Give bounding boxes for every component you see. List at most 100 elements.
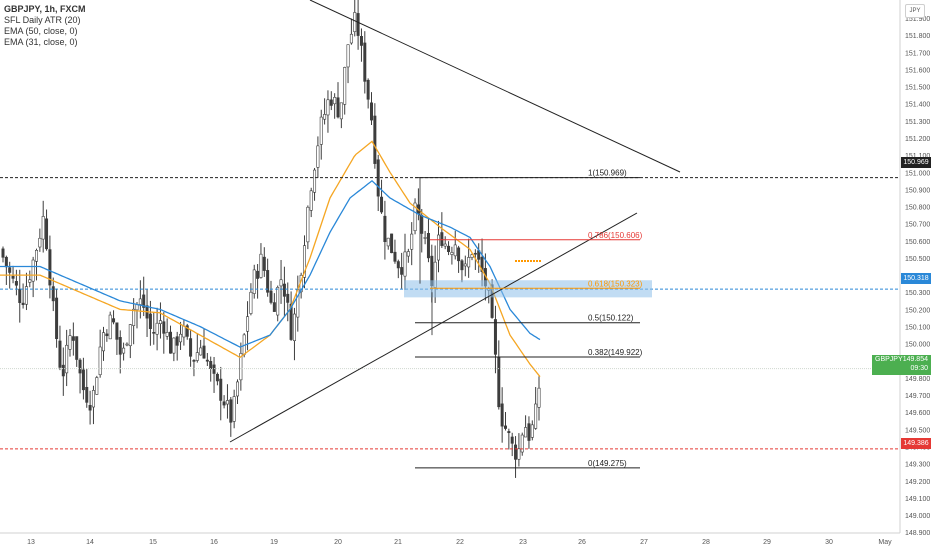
candle-body	[246, 316, 250, 332]
candle-body	[48, 249, 52, 286]
candle-body	[142, 294, 146, 308]
candle-body	[359, 36, 363, 46]
ema50-line	[0, 179, 541, 348]
candle-body	[356, 13, 360, 36]
price-axis-label: 150.000	[905, 342, 930, 349]
candle-body	[95, 377, 99, 395]
candle-body	[493, 319, 497, 355]
candle-body	[353, 12, 357, 32]
chart-legend: GBPJPY, 1h, FXCM SFL Daily ATR (20) EMA …	[4, 4, 86, 48]
price-axis-label: 149.200	[905, 479, 930, 486]
price-axis-label: 151.200	[905, 136, 930, 143]
time-axis-label: 16	[210, 539, 218, 546]
time-axis-label: May	[878, 539, 892, 546]
candle-body	[363, 42, 367, 82]
candle-body	[102, 332, 106, 352]
candle-body	[524, 427, 528, 438]
candle-body	[329, 99, 333, 106]
candle-body	[406, 251, 410, 257]
candle-body	[192, 360, 196, 362]
candle-body	[51, 286, 55, 302]
drawings-layer: 1(150.969) 0.786(150.606) 0.618(150.323) 0.…	[0, 0, 900, 469]
candle-body	[276, 287, 280, 316]
candle-body	[373, 115, 377, 164]
candle-body	[182, 325, 186, 338]
candle-body	[172, 337, 176, 354]
candle-body	[185, 325, 189, 337]
fib-level-label: 0(149.275)	[588, 459, 627, 468]
price-axis-label: 150.100	[905, 325, 930, 332]
candle-body	[507, 431, 511, 434]
candle-body	[41, 216, 45, 240]
support-zone	[404, 280, 652, 298]
candle-body	[219, 378, 223, 401]
candle-body	[349, 33, 353, 44]
price-axis-label: 151.600	[905, 67, 930, 74]
candle-body	[463, 263, 467, 267]
candle-body	[199, 347, 203, 356]
fib-level-label: 0.382(149.922)	[588, 348, 643, 357]
candle-body	[339, 102, 343, 120]
time-axis-label: 30	[825, 539, 833, 546]
candle-body	[473, 252, 477, 255]
candle-body	[31, 259, 35, 282]
candle-body	[155, 322, 159, 335]
candle-body	[152, 332, 156, 334]
candle-body	[81, 369, 85, 391]
candle-body	[71, 336, 75, 341]
candle-body	[128, 324, 132, 347]
price-axis-label: 149.800	[905, 376, 930, 383]
candle-body	[447, 245, 451, 252]
candle-body	[34, 249, 38, 262]
candle-body	[282, 283, 286, 297]
candle-body	[272, 302, 276, 312]
time-axis-label: 23	[519, 539, 527, 546]
candle-body	[336, 97, 340, 118]
price-tag-lower: 149.386	[901, 438, 931, 449]
candle-body	[165, 332, 169, 337]
legend-ema50: EMA (50, close, 0)	[4, 26, 78, 36]
time-axis-label: 13	[27, 539, 35, 546]
candle-body	[510, 436, 514, 444]
candle-body	[75, 336, 79, 360]
candle-body	[279, 279, 283, 287]
candle-body	[98, 346, 102, 376]
candle-body	[457, 247, 461, 262]
price-axis-label: 151.800	[905, 33, 930, 40]
candle-body	[440, 232, 444, 246]
current-symbol: GBPJPY	[875, 356, 903, 363]
currency-button[interactable]: JPY	[905, 4, 925, 18]
candle-body	[386, 237, 390, 247]
candle-body	[413, 202, 417, 232]
candle-body	[118, 337, 122, 355]
candle-body	[423, 237, 427, 239]
price-axis-label: 150.300	[905, 290, 930, 297]
price-axis-label: 148.900	[905, 530, 930, 537]
time-axis-label: 20	[334, 539, 342, 546]
candle-body	[58, 340, 62, 368]
candle-body	[313, 169, 317, 193]
price-axis-label: 150.700	[905, 222, 930, 229]
candle-body	[497, 356, 501, 408]
rising-trendline	[229, 212, 638, 443]
time-axis-label: 14	[86, 539, 94, 546]
candle-body	[256, 270, 260, 279]
candle-body	[252, 269, 256, 294]
price-axis-label: 151.900	[905, 16, 930, 23]
candle-body	[61, 364, 65, 377]
candle-body	[215, 373, 219, 382]
candle-body	[390, 233, 394, 254]
candle-body	[396, 261, 400, 269]
time-axis-label: 28	[702, 539, 710, 546]
candle-body	[162, 321, 166, 334]
price-axis-label: 151.300	[905, 119, 930, 126]
price-axis-label: 149.600	[905, 410, 930, 417]
fib-level-label: 1(150.969)	[588, 169, 627, 178]
price-axis-label: 151.400	[905, 102, 930, 109]
price-axis-label: 151.000	[905, 170, 930, 177]
candle-body	[205, 359, 209, 362]
candle-body	[8, 267, 12, 273]
candle-body	[105, 333, 109, 337]
candle-body	[403, 251, 407, 277]
